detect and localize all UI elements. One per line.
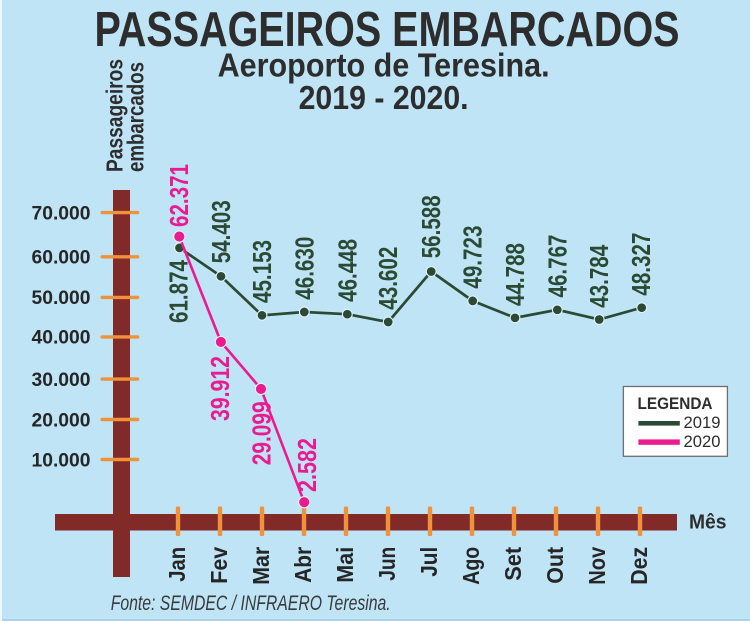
svg-text:Passageiros: Passageiros bbox=[102, 59, 128, 172]
svg-text:61.874: 61.874 bbox=[164, 260, 194, 323]
svg-text:Fev: Fev bbox=[206, 547, 232, 584]
svg-text:54.403: 54.403 bbox=[206, 200, 236, 263]
svg-text:60.000: 60.000 bbox=[32, 248, 91, 269]
svg-text:30.000: 30.000 bbox=[32, 370, 91, 391]
svg-text:62.371: 62.371 bbox=[164, 164, 194, 227]
svg-text:40.000: 40.000 bbox=[32, 328, 91, 349]
svg-text:39.912: 39.912 bbox=[205, 356, 235, 421]
svg-text:2019: 2019 bbox=[684, 414, 721, 432]
svg-text:49.723: 49.723 bbox=[458, 226, 488, 289]
svg-text:46.767: 46.767 bbox=[542, 235, 572, 298]
svg-text:2019 - 2020.: 2019 - 2020. bbox=[299, 79, 469, 116]
svg-text:44.788: 44.788 bbox=[500, 243, 530, 306]
svg-text:Mar: Mar bbox=[248, 547, 274, 585]
svg-text:Mai: Mai bbox=[332, 547, 358, 583]
svg-text:Jul: Jul bbox=[416, 547, 442, 577]
svg-text:Dez: Dez bbox=[626, 547, 652, 585]
svg-text:Aeroporto de Teresina.: Aeroporto de Teresina. bbox=[218, 47, 550, 84]
svg-text:45.153: 45.153 bbox=[247, 240, 277, 303]
svg-text:43.602: 43.602 bbox=[373, 247, 403, 310]
svg-text:46.630: 46.630 bbox=[289, 237, 319, 300]
svg-text:10.000: 10.000 bbox=[32, 450, 91, 471]
svg-text:46.448: 46.448 bbox=[332, 239, 362, 302]
svg-text:43.784: 43.784 bbox=[584, 244, 614, 307]
svg-text:Jan: Jan bbox=[164, 547, 190, 582]
svg-text:Set: Set bbox=[500, 546, 526, 580]
svg-text:LEGENDA: LEGENDA bbox=[638, 395, 713, 413]
svg-text:2020: 2020 bbox=[684, 433, 721, 451]
svg-text:70.000: 70.000 bbox=[32, 203, 91, 224]
svg-text:Nov: Nov bbox=[584, 547, 610, 585]
svg-text:56.588: 56.588 bbox=[416, 195, 446, 258]
svg-text:48.327: 48.327 bbox=[626, 233, 656, 296]
svg-text:Fonte: SEMDEC / INFRAERO Teres: Fonte: SEMDEC / INFRAERO Teresina. bbox=[111, 592, 391, 615]
svg-text:Out: Out bbox=[542, 546, 568, 583]
svg-text:Jun: Jun bbox=[374, 547, 400, 581]
svg-text:Ago: Ago bbox=[458, 547, 484, 585]
svg-text:Abr: Abr bbox=[290, 547, 316, 583]
svg-text:PASSAGEIROS EMBARCADOS: PASSAGEIROS EMBARCADOS bbox=[95, 3, 680, 57]
svg-text:Mês: Mês bbox=[689, 511, 727, 534]
svg-text:20.000: 20.000 bbox=[32, 410, 91, 431]
svg-text:embarcados: embarcados bbox=[123, 62, 149, 172]
svg-text:2.582: 2.582 bbox=[292, 438, 322, 492]
svg-text:50.000: 50.000 bbox=[32, 288, 91, 309]
svg-text:29.099: 29.099 bbox=[247, 401, 277, 465]
